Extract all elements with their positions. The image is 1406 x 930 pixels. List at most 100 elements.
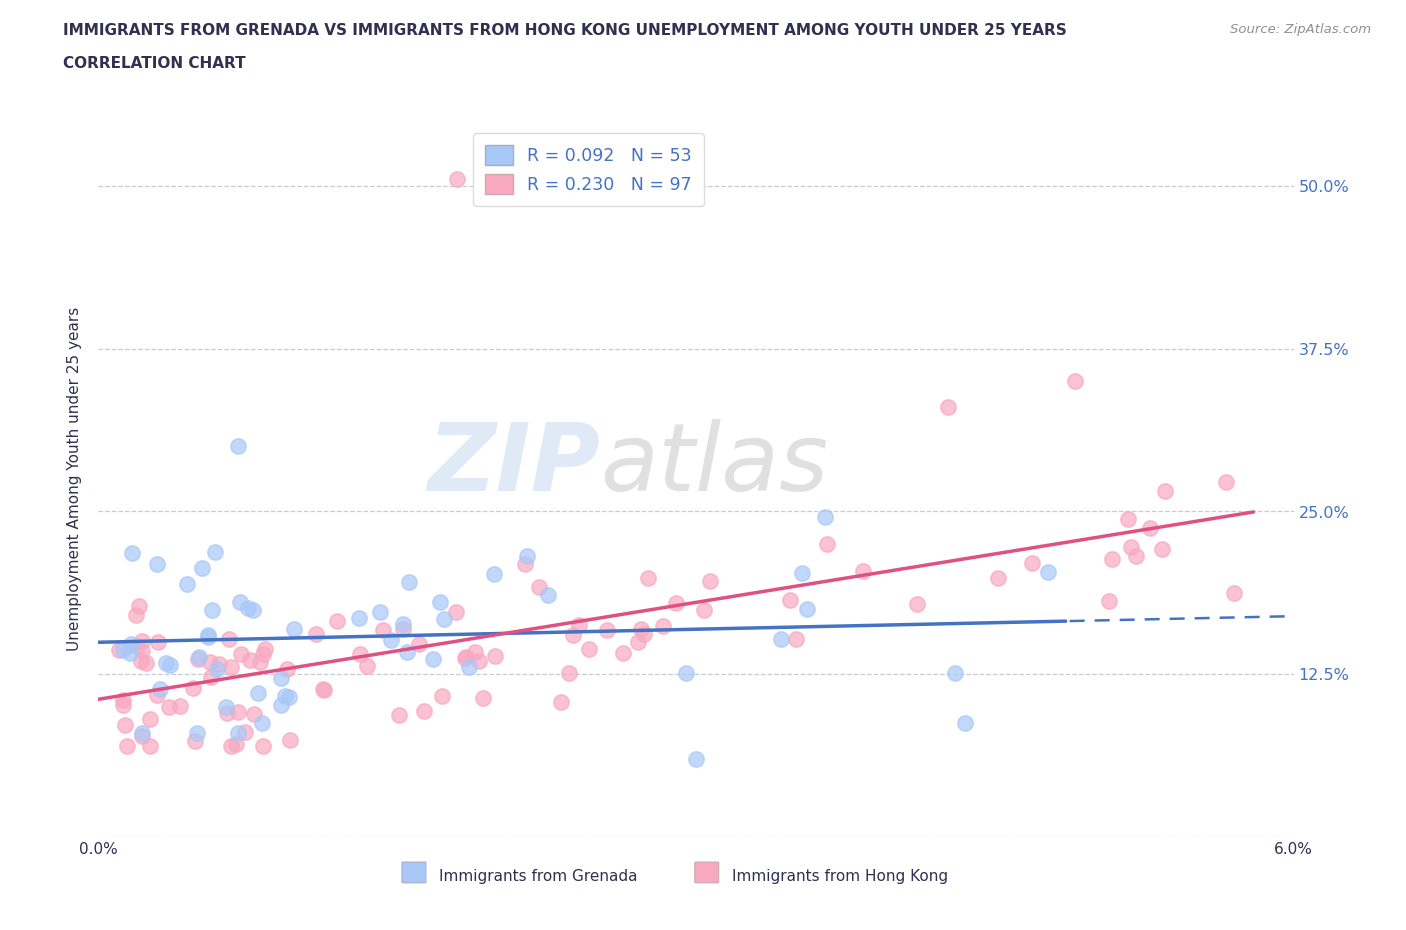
Point — [550, 695, 572, 710]
Point — [204, 545, 226, 560]
Point — [135, 656, 157, 671]
Point — [233, 724, 256, 739]
Point — [159, 658, 181, 672]
Point — [304, 626, 326, 641]
Point — [207, 657, 229, 671]
Point — [149, 682, 172, 697]
Point — [145, 687, 167, 702]
Point — [484, 648, 506, 663]
Point — [529, 579, 551, 594]
Point — [987, 570, 1010, 585]
FancyBboxPatch shape — [402, 862, 426, 883]
Point — [630, 621, 652, 636]
Point — [392, 621, 415, 636]
Point — [1119, 539, 1142, 554]
Point — [388, 707, 411, 722]
Point — [312, 682, 335, 697]
Point — [1021, 555, 1043, 570]
Point — [537, 588, 560, 603]
Point — [578, 642, 600, 657]
Point — [131, 654, 153, 669]
Text: CORRELATION CHART: CORRELATION CHART — [63, 56, 246, 71]
Point — [347, 611, 370, 626]
Point — [398, 574, 420, 589]
Point — [186, 725, 208, 740]
Point — [283, 621, 305, 636]
Point — [219, 738, 242, 753]
Point — [769, 631, 792, 646]
Point — [108, 642, 131, 657]
Point — [169, 698, 191, 713]
Text: IMMIGRANTS FROM GRENADA VS IMMIGRANTS FROM HONG KONG UNEMPLOYMENT AMONG YOUTH UN: IMMIGRANTS FROM GRENADA VS IMMIGRANTS FR… — [63, 23, 1067, 38]
Point — [627, 634, 650, 649]
Point — [120, 645, 142, 660]
Point — [131, 725, 153, 740]
Point — [1036, 565, 1059, 579]
Point — [200, 670, 222, 684]
Point — [612, 645, 634, 660]
Point — [276, 661, 298, 676]
Point — [468, 654, 491, 669]
Point — [131, 633, 153, 648]
Point — [205, 661, 228, 676]
Point — [380, 632, 402, 647]
Point — [242, 603, 264, 618]
Point — [247, 685, 270, 700]
Point — [936, 400, 959, 415]
Point — [852, 564, 875, 578]
Point — [146, 634, 169, 649]
Point — [236, 600, 259, 615]
Point — [249, 655, 271, 670]
Point — [218, 631, 240, 646]
Point — [120, 637, 142, 652]
Point — [482, 566, 505, 581]
Point — [785, 631, 807, 646]
Point — [191, 561, 214, 576]
Point — [349, 646, 371, 661]
Point — [131, 644, 153, 658]
Point — [408, 637, 430, 652]
Point — [200, 655, 222, 670]
Point — [665, 595, 688, 610]
Point — [229, 594, 252, 609]
Text: Immigrants from Hong Kong: Immigrants from Hong Kong — [733, 869, 948, 883]
Point — [181, 681, 204, 696]
Point — [187, 652, 209, 667]
Point — [229, 646, 252, 661]
Point — [1139, 521, 1161, 536]
Text: Immigrants from Grenada: Immigrants from Grenada — [439, 869, 637, 883]
Point — [274, 688, 297, 703]
Point — [373, 623, 395, 638]
Point — [779, 592, 801, 607]
Point — [955, 715, 977, 730]
Point — [112, 693, 135, 708]
Point — [693, 602, 716, 617]
Y-axis label: Unemployment Among Youth under 25 years: Unemployment Among Youth under 25 years — [67, 307, 83, 651]
Point — [277, 689, 299, 704]
Point — [252, 716, 274, 731]
Point — [226, 704, 249, 719]
Point — [558, 666, 581, 681]
Point — [125, 638, 148, 653]
Point — [1064, 374, 1087, 389]
Point — [184, 734, 207, 749]
Point — [270, 698, 292, 712]
Point — [1125, 549, 1147, 564]
Point — [131, 728, 153, 743]
Point — [1098, 594, 1121, 609]
Point — [699, 574, 721, 589]
Point — [562, 627, 585, 642]
Point — [243, 707, 266, 722]
Point — [226, 439, 249, 454]
Point — [112, 698, 135, 712]
Point — [675, 666, 697, 681]
Point — [157, 699, 180, 714]
Point — [225, 737, 247, 751]
Point — [278, 733, 301, 748]
Point — [685, 751, 707, 766]
Point — [433, 611, 456, 626]
Point — [115, 738, 138, 753]
Point — [128, 598, 150, 613]
Point — [457, 659, 479, 674]
Point — [464, 644, 486, 659]
